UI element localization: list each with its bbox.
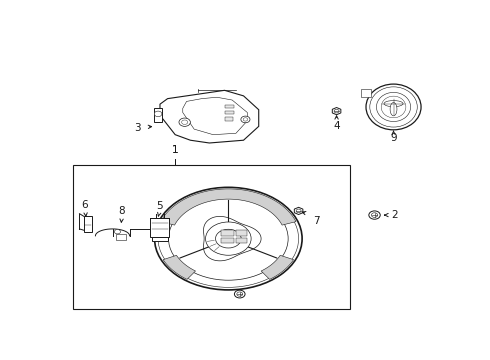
- Bar: [150, 218, 170, 237]
- Circle shape: [369, 211, 380, 219]
- Text: 5: 5: [157, 201, 163, 211]
- Circle shape: [206, 222, 251, 255]
- Circle shape: [179, 118, 190, 126]
- Polygon shape: [160, 90, 259, 143]
- Polygon shape: [183, 97, 247, 135]
- Text: 6: 6: [81, 200, 88, 210]
- Bar: [361, 90, 371, 97]
- Polygon shape: [294, 207, 303, 215]
- Text: 3: 3: [134, 123, 141, 133]
- Polygon shape: [203, 216, 261, 261]
- Text: 1: 1: [172, 145, 178, 155]
- Bar: [236, 230, 247, 236]
- Ellipse shape: [376, 93, 411, 122]
- Circle shape: [243, 118, 248, 121]
- Text: 7: 7: [313, 216, 320, 226]
- Polygon shape: [163, 255, 196, 279]
- Ellipse shape: [370, 87, 417, 127]
- Ellipse shape: [390, 103, 397, 116]
- Ellipse shape: [384, 100, 403, 107]
- Ellipse shape: [154, 187, 302, 290]
- Bar: [152, 237, 168, 242]
- Circle shape: [237, 292, 243, 296]
- Text: 4: 4: [333, 121, 340, 131]
- Circle shape: [334, 109, 339, 113]
- Bar: [224, 111, 234, 114]
- Text: 1: 1: [172, 145, 178, 156]
- Ellipse shape: [158, 190, 298, 287]
- Bar: [224, 117, 233, 121]
- Bar: [154, 108, 162, 122]
- Text: 9: 9: [390, 133, 397, 143]
- Polygon shape: [332, 108, 341, 115]
- Text: 8: 8: [119, 206, 125, 216]
- Circle shape: [154, 111, 162, 117]
- Bar: [73, 165, 350, 309]
- Circle shape: [241, 116, 250, 123]
- Circle shape: [371, 213, 378, 217]
- Text: 2: 2: [391, 210, 397, 220]
- Circle shape: [296, 209, 301, 213]
- Circle shape: [182, 120, 188, 125]
- Bar: [220, 230, 234, 236]
- Bar: [236, 238, 247, 243]
- Circle shape: [216, 229, 241, 248]
- Circle shape: [114, 229, 121, 234]
- Polygon shape: [161, 189, 296, 225]
- Bar: [224, 105, 234, 108]
- Ellipse shape: [169, 197, 288, 280]
- Bar: [116, 234, 126, 240]
- Bar: [84, 216, 93, 232]
- Ellipse shape: [366, 84, 421, 130]
- Circle shape: [234, 290, 245, 298]
- Polygon shape: [261, 255, 294, 279]
- Ellipse shape: [381, 96, 406, 118]
- Bar: [220, 238, 234, 243]
